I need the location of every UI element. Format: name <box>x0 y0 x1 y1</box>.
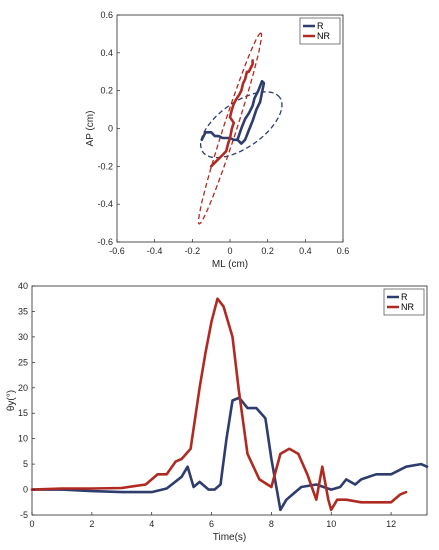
y-tick-label: 15 <box>18 408 28 418</box>
x-tick-label: -0.4 <box>147 246 163 256</box>
legend-label-r: R <box>401 292 408 302</box>
y-axis-label: AP (cm) <box>85 111 96 147</box>
axis-ticks: -0.6 -0.4 -0.2 0 0.2 0.4 0.6 -0.6 -0.4 -0.2 0 0.2 0.… <box>97 10 349 256</box>
y-tick-label: 20 <box>18 383 28 393</box>
legend: R NR <box>383 288 425 316</box>
series-line-nr <box>209 59 254 168</box>
x-tick-label: 8 <box>269 519 274 529</box>
series-lines <box>200 59 266 168</box>
x-tick-label: 0 <box>29 519 34 529</box>
ellipse-nr <box>197 32 263 225</box>
ellipse-r <box>199 91 283 159</box>
y-tick-label: 0.6 <box>100 10 113 20</box>
legend-label-nr: NR <box>401 302 414 312</box>
y-tick-label: 25 <box>18 357 28 367</box>
series-line-nr <box>30 297 408 512</box>
legend-label-nr: NR <box>317 31 330 41</box>
plot-frame <box>31 285 428 516</box>
y-tick-label: -0.4 <box>97 199 113 209</box>
legend-box <box>383 288 425 316</box>
y-tick-label: -5 <box>20 510 28 520</box>
x-tick-label: 2 <box>89 519 94 529</box>
series-lines <box>30 297 429 512</box>
confidence-ellipses <box>197 32 283 225</box>
plot-frame <box>116 14 344 243</box>
y-tick-label: 0.4 <box>100 48 113 58</box>
x-tick-label: 6 <box>209 519 214 529</box>
x-axis-label: Time(s) <box>213 532 247 543</box>
y-tick-label: 0 <box>23 485 28 495</box>
x-tick-label: -0.2 <box>185 246 201 256</box>
y-axis-label: θy(°) <box>6 390 17 411</box>
x-tick-label: 0.6 <box>337 246 350 256</box>
y-tick-label: -0.6 <box>97 237 113 247</box>
x-tick-label: 0.4 <box>299 246 312 256</box>
y-tick-label: 0 <box>108 124 113 134</box>
y-tick-label: 5 <box>23 459 28 469</box>
y-tick-label: 30 <box>18 332 28 342</box>
x-tick-label: 10 <box>326 519 336 529</box>
legend-box <box>299 17 341 45</box>
y-tick-label: 40 <box>18 281 28 291</box>
x-tick-label: 0.2 <box>261 246 274 256</box>
legend-label-r: R <box>317 21 324 31</box>
x-tick-label: 12 <box>386 519 396 529</box>
y-tick-label: -0.2 <box>97 161 113 171</box>
x-axis-label: ML (cm) <box>212 259 248 270</box>
chart-stabilogram: -0.6 -0.4 -0.2 0 0.2 0.4 0.6 -0.6 -0.4 -0.2 0 0.2 0.… <box>85 10 349 270</box>
x-tick-label: -0.6 <box>109 246 125 256</box>
y-tick-label: 35 <box>18 306 28 316</box>
y-tick-label: 10 <box>18 434 28 444</box>
x-tick-label: 0 <box>227 246 232 256</box>
legend: R NR <box>299 17 341 45</box>
series-line-r <box>30 396 429 512</box>
x-tick-label: 4 <box>149 519 154 529</box>
series-line-r <box>200 79 266 145</box>
y-tick-label: 0.2 <box>100 86 113 96</box>
